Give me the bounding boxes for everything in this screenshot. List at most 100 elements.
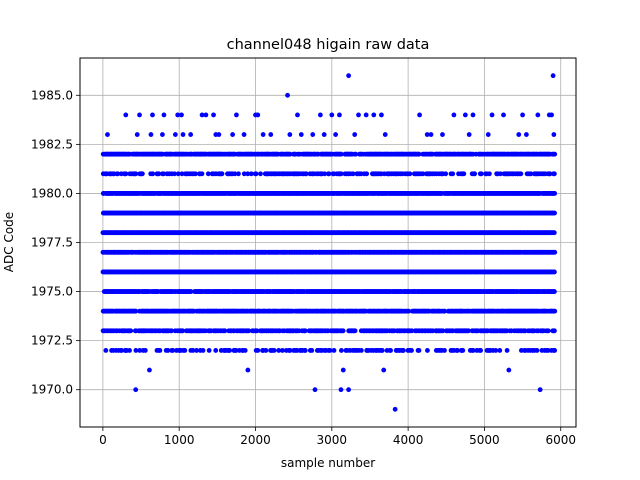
data-point [420,171,426,177]
y-tick-label: 1970.0 [31,383,73,397]
data-point [287,132,293,137]
x-tick-label: 4000 [393,433,424,447]
data-points [100,73,558,412]
x-tick-label: 2000 [240,433,271,447]
data-point [338,387,344,393]
data-point [175,171,181,177]
data-point [409,348,414,353]
data-point [253,171,259,177]
data-point [416,151,422,157]
data-point [255,112,261,118]
data-point [382,132,388,137]
data-point [199,171,205,177]
data-point [140,171,145,177]
data-point [501,112,506,118]
data-point [329,112,335,118]
data-point [472,171,478,177]
data-point [312,387,318,393]
data-point [103,348,109,353]
y-axis-label: ADC Code [2,212,16,272]
data-point [552,151,558,157]
data-point [506,367,512,373]
x-tick-label: 3000 [317,433,348,447]
data-point [407,171,413,177]
x-tick-label: 0 [99,433,107,447]
data-point [497,348,503,353]
data-point [203,112,209,118]
data-point [550,73,556,79]
data-point [364,171,370,177]
data-point [295,112,300,118]
data-point [545,328,551,334]
data-point [552,249,558,255]
data-point [317,112,323,118]
data-point [263,348,269,353]
data-point [338,171,344,177]
x-tick-label: 1000 [164,433,195,447]
data-point [552,269,557,275]
data-point [338,348,344,353]
data-point [150,112,155,118]
data-point [551,132,557,137]
data-point [534,348,540,353]
data-point [123,112,129,118]
data-point [182,348,188,353]
data-point [188,132,194,137]
data-point [205,171,211,177]
data-point [241,171,247,177]
data-point [489,112,495,118]
data-point [258,171,263,177]
data-point [134,132,140,137]
data-point [462,112,468,118]
data-point [552,289,557,294]
data-point [236,171,241,177]
data-point [498,171,503,177]
data-point [331,348,337,353]
data-point [340,328,346,334]
data-point [245,171,251,177]
data-point [180,132,186,137]
data-point [451,112,457,118]
data-point [105,132,110,137]
data-point [310,132,316,137]
data-point [552,308,558,314]
chart-title: channel048 higain raw data [227,37,430,53]
data-point [156,171,162,177]
data-point [179,112,184,118]
data-point [227,348,233,353]
data-point [353,151,359,157]
data-point [443,171,449,177]
data-point [392,406,398,412]
data-point [356,112,361,118]
data-point [302,348,308,353]
data-point [200,348,206,353]
data-point [160,132,165,137]
data-point [303,171,309,177]
data-point [537,387,543,393]
data-point [440,132,445,137]
data-point [287,151,293,157]
data-point [518,171,524,177]
data-point [450,171,456,177]
y-tick-label: 1975.0 [31,285,73,299]
data-point [428,132,434,137]
data-point [358,348,364,353]
data-point [338,151,344,157]
data-point [487,171,492,177]
data-point [242,348,248,353]
data-point [460,348,466,353]
data-point [133,171,139,177]
data-point [371,112,377,118]
data-point [127,348,132,353]
data-point [128,328,134,334]
data-point [232,171,238,177]
data-point [524,132,529,137]
data-point [172,132,178,137]
data-point [346,73,352,79]
data-point [271,348,277,353]
data-point [470,112,476,118]
data-point [400,348,406,353]
data-point [552,348,558,353]
data-point [552,191,558,196]
